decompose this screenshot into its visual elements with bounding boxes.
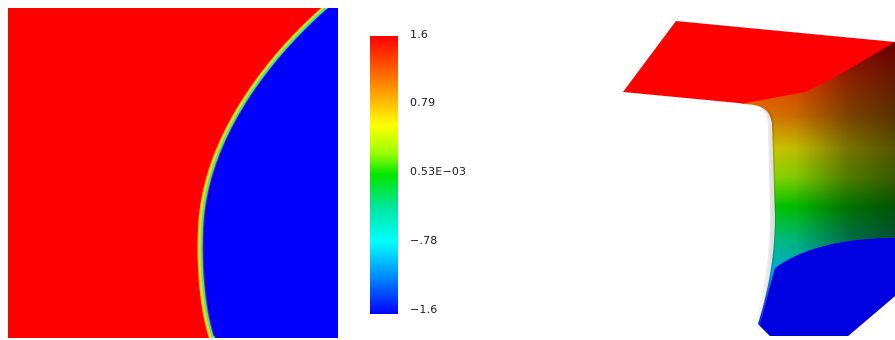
colorbar-gradient [370, 36, 398, 314]
interface-band [197, 8, 338, 338]
surface-3d-plot [623, 21, 895, 336]
field-2d-plot [8, 8, 338, 338]
colorbar-label-lower: −.78 [410, 234, 438, 247]
colorbar-label-max: 1.6 [410, 28, 429, 41]
surface-wall-edge [742, 103, 776, 331]
colorbar-label-min: −1.6 [410, 303, 438, 316]
colorbar [370, 36, 398, 314]
colorbar-label-mid: 0.53E−03 [410, 165, 467, 178]
low-phase-region [203, 8, 338, 338]
colorbar-label-upper: 0.79 [410, 96, 436, 109]
interface-band-inner [200, 8, 327, 338]
surface-bottom-floor [760, 238, 895, 336]
surface-bottom-floor-shade [760, 238, 895, 336]
